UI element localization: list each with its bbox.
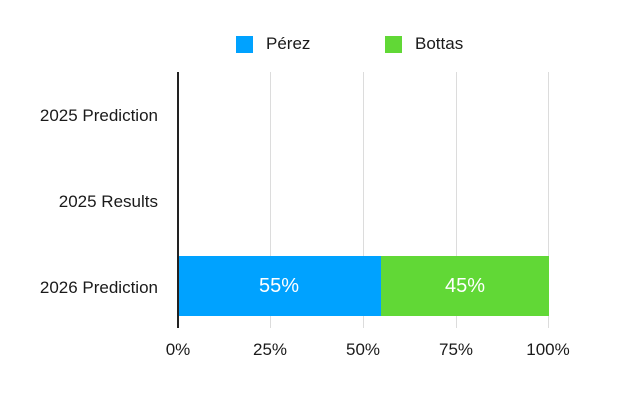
gridline-50 — [363, 72, 364, 328]
legend-item-bottas: Bottas — [385, 34, 463, 54]
bar-value-perez: 55% — [258, 274, 300, 297]
bar-bottas-2026-prediction: 45% — [381, 256, 549, 316]
category-label-2026-prediction: 2026 Prediction — [39, 278, 158, 297]
x-tick-100: 100% — [526, 340, 570, 359]
x-tick-50: 50% — [345, 340, 381, 359]
legend-label-bottas: Bottas — [415, 34, 464, 53]
legend-label-perez: Pérez — [266, 34, 311, 53]
gridline-100 — [548, 72, 549, 328]
x-tick-25: 25% — [252, 340, 288, 359]
gridline-25 — [270, 72, 271, 328]
y-axis-line — [177, 72, 179, 328]
legend-swatch-perez — [236, 35, 253, 53]
gridline-75 — [456, 72, 457, 328]
chart-legend: Pérez Bottas — [0, 34, 625, 56]
plot-area: 55% 45% — [177, 72, 549, 328]
category-label-2025-prediction: 2025 Prediction — [39, 106, 158, 125]
bar-perez-2026-prediction: 55% — [177, 256, 381, 316]
legend-item-perez: Pérez — [236, 34, 310, 54]
category-label-2025-results: 2025 Results — [58, 192, 158, 211]
legend-swatch-bottas — [385, 35, 402, 53]
bar-value-bottas: 45% — [444, 274, 486, 297]
x-tick-75: 75% — [438, 340, 474, 359]
x-tick-0: 0% — [165, 340, 191, 359]
